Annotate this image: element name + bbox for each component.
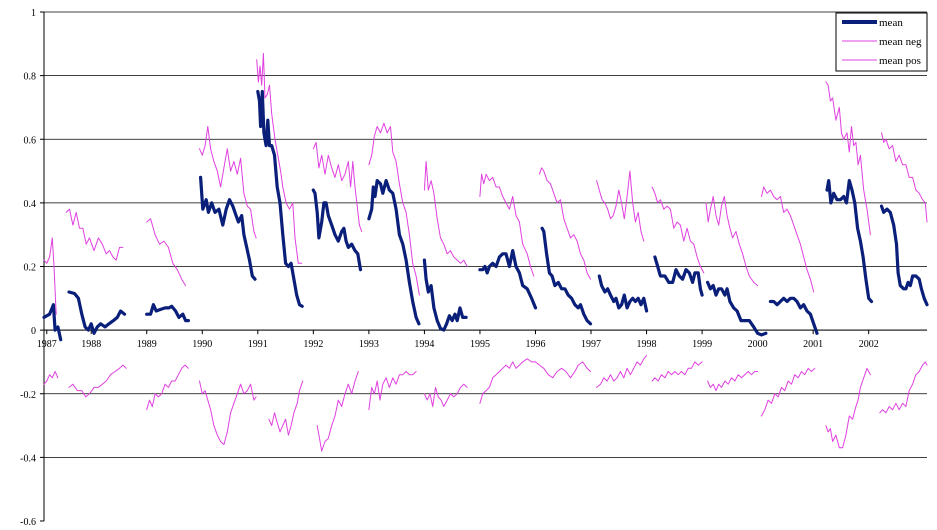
series-line-mean <box>256 89 304 308</box>
series-line-mean <box>311 188 363 272</box>
x-tick-label: 1990 <box>192 339 212 350</box>
series-line-mean-pos <box>538 167 591 280</box>
series-line-mean-neg <box>761 367 816 417</box>
x-tick-label: 1995 <box>470 339 490 350</box>
x-tick-label: 2002 <box>859 339 879 350</box>
series-line-mean-neg <box>423 383 468 407</box>
series-line-mean <box>422 258 468 332</box>
x-tick-label: 1993 <box>359 339 379 350</box>
series-line-mean-neg <box>68 364 127 398</box>
x-tick-label: 1998 <box>637 339 657 350</box>
series-line-mean-neg <box>879 361 928 414</box>
series-line-mean-neg <box>596 355 648 388</box>
x-tick-label: 1997 <box>581 339 601 350</box>
series-line-mean <box>145 303 190 323</box>
series-mean-neg <box>43 355 928 452</box>
series-line-mean-neg <box>368 371 417 411</box>
series-line-mean-pos <box>479 173 535 277</box>
series-line-mean-neg <box>651 361 703 382</box>
y-tick-label: 0.4 <box>24 199 37 210</box>
series-mean <box>42 89 929 342</box>
series-line-mean <box>653 255 704 297</box>
series-line-mean <box>705 280 768 337</box>
series-line-mean <box>199 175 257 281</box>
y-tick-label: 0.8 <box>24 72 37 83</box>
series-line-mean <box>42 303 63 342</box>
x-tick-labels: 1987 1988 1989 1990 1991 1992 1993 1994 1995 1996… <box>37 330 879 350</box>
series-line-mean-neg <box>146 364 189 411</box>
y-tick-labels: -0.6 -0.4 -0.2 0 0.2 0.4 0.6 0.8 1 <box>20 8 37 528</box>
x-tick-label: 1989 <box>137 339 157 350</box>
x-tick-label: 1988 <box>81 339 101 350</box>
y-tick-label: -0.4 <box>20 453 36 464</box>
series-line-mean <box>825 179 874 304</box>
series-line-mean-pos <box>368 122 420 296</box>
series-line-mean <box>768 296 819 335</box>
series-line-mean-neg <box>316 371 359 452</box>
y-tick-label: -0.6 <box>20 517 36 525</box>
series-line-mean-neg <box>268 380 304 436</box>
series-line-mean <box>367 179 421 326</box>
series-line-mean-pos <box>199 126 257 239</box>
x-tick-label: 1994 <box>414 339 434 350</box>
series-line-mean <box>597 274 649 313</box>
y-tick-label: 1 <box>31 8 36 19</box>
series-line-mean-neg <box>707 371 759 392</box>
series-line-mean <box>879 204 929 307</box>
legend-label-mean-pos: mean pos <box>879 55 921 67</box>
series-line-mean-pos <box>312 141 363 232</box>
series-line-mean <box>540 226 593 326</box>
x-tick-label: 1987 <box>37 339 57 350</box>
series-line-mean-pos <box>43 237 57 315</box>
series-line-mean-pos <box>596 170 645 242</box>
series-line-mean-pos <box>881 132 928 223</box>
y-tick-label: 0.6 <box>24 135 37 146</box>
series-line-mean-neg <box>43 371 59 385</box>
axes <box>40 11 927 522</box>
series-line-mean <box>67 290 127 335</box>
legend: mean mean neg mean pos <box>835 12 928 72</box>
y-tick-label: 0 <box>31 326 36 337</box>
y-tick-label: 0.2 <box>24 263 37 274</box>
series-mean-pos <box>43 52 928 315</box>
x-tick-label: 1992 <box>303 339 323 350</box>
series-line-mean-pos <box>146 218 187 287</box>
x-tick-label: 2001 <box>803 339 823 350</box>
legend-label-mean: mean <box>879 17 903 29</box>
series-layer <box>42 52 929 452</box>
series-line-mean-pos <box>65 208 124 261</box>
series-line-mean-pos <box>761 186 815 293</box>
series-line-mean-pos <box>651 186 705 274</box>
series-line-mean-pos <box>705 196 759 287</box>
series-line-mean-pos <box>825 81 871 236</box>
x-tick-label: 2000 <box>748 339 768 350</box>
series-line-mean-neg <box>535 361 591 379</box>
series-line-mean-neg <box>479 358 536 404</box>
x-tick-label: 1991 <box>248 339 268 350</box>
series-line-mean-pos <box>256 52 303 264</box>
x-tick-label: 1996 <box>525 339 545 350</box>
y-tick-label: -0.2 <box>20 390 36 401</box>
series-line-mean <box>478 249 538 310</box>
x-tick-label: 1999 <box>692 339 712 350</box>
series-line-mean-neg <box>199 380 257 446</box>
series-line-mean-pos <box>423 161 468 267</box>
legend-label-mean-neg: mean neg <box>879 36 922 48</box>
series-line-mean-neg <box>825 367 871 449</box>
